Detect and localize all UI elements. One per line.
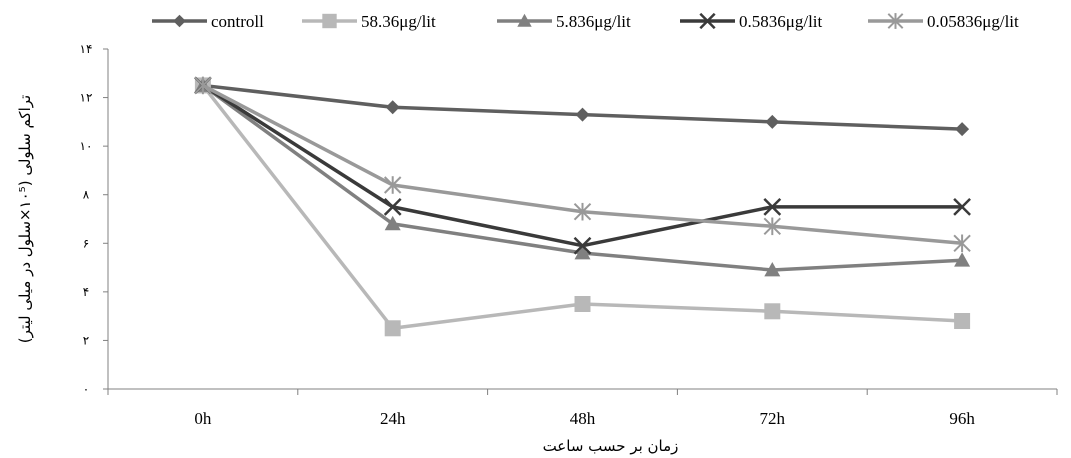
- data-point-triangle: [954, 252, 971, 267]
- data-point-star: [953, 234, 971, 253]
- data-point-star: [887, 13, 904, 29]
- y-tick-label: ۸: [83, 188, 90, 202]
- data-point-star: [194, 76, 212, 95]
- series-4: [194, 76, 971, 253]
- legend-item: 0.5836μg/lit: [680, 12, 823, 31]
- data-point-star: [383, 176, 402, 194]
- data-point-x: [953, 197, 971, 216]
- legend-label: 0.05836μg/lit: [927, 12, 1019, 31]
- data-point-square: [574, 296, 591, 312]
- series-0: [195, 78, 970, 137]
- legend-item: 5.836μg/lit: [497, 12, 631, 31]
- data-point-diamond: [385, 100, 400, 115]
- y-tick-label: ۴: [83, 285, 89, 299]
- data-point-x: [573, 236, 592, 255]
- data-point-star: [763, 217, 782, 236]
- data-point-triangle: [574, 245, 591, 260]
- legend-label: 58.36μg/lit: [361, 12, 436, 31]
- data-point-square: [384, 320, 401, 337]
- y-tick-label: ۱۲: [80, 91, 93, 105]
- legend-item: 58.36μg/lit: [302, 12, 436, 31]
- legend-item: controll: [152, 12, 264, 31]
- legend-label: controll: [211, 12, 264, 31]
- data-point-diamond: [575, 107, 590, 122]
- series-3: [194, 76, 971, 255]
- legend: controll 58.36μg/lit 5.836μg/lit 0.5836μg/l…: [152, 12, 1019, 31]
- x-tick-label: 72h: [760, 409, 786, 428]
- data-point-star: [573, 202, 592, 221]
- legend-item: 0.05836μg/lit: [868, 12, 1019, 31]
- y-tick-label: ۰: [83, 382, 89, 396]
- data-point-triangle: [517, 13, 532, 27]
- data-point-triangle: [764, 262, 781, 277]
- legend-label: 5.836μg/lit: [556, 12, 631, 31]
- chart-axes: [107, 49, 1057, 390]
- series-layer: [194, 76, 971, 337]
- y-axis-ticks: ۰ ۲ ۴ ۶ ۸ ۱۰ ۱۲ ۱۴: [80, 42, 108, 396]
- data-point-x: [763, 197, 782, 216]
- x-tick-label: 96h: [949, 409, 975, 428]
- legend-label: 0.5836μg/lit: [739, 12, 823, 31]
- data-point-square: [954, 313, 971, 329]
- data-point-triangle: [384, 215, 401, 231]
- y-tick-label: ۲: [83, 333, 89, 347]
- data-point-diamond: [955, 122, 970, 137]
- data-point-diamond: [173, 14, 186, 28]
- x-axis-ticks: 0h 24h 48h 72h 96h: [107, 389, 1058, 428]
- x-tick-label: 24h: [380, 409, 406, 428]
- data-point-square: [322, 13, 337, 29]
- y-tick-label: ۱۰: [80, 139, 93, 153]
- data-point-diamond: [765, 114, 780, 129]
- y-axis-title: تراکم سلولی (۱۰⁵×سلول در میلی لیتر): [16, 95, 34, 343]
- series-line: [202, 83, 963, 131]
- data-point-x: [383, 197, 402, 216]
- data-point-x: [699, 12, 716, 30]
- y-tick-label: ۱۴: [80, 42, 93, 56]
- x-tick-label: 48h: [570, 409, 596, 428]
- y-tick-label: ۶: [83, 236, 89, 250]
- data-point-square: [764, 303, 781, 320]
- x-tick-label: 0h: [194, 409, 212, 428]
- x-axis-title: زمان بر حسب ساعت: [543, 437, 679, 455]
